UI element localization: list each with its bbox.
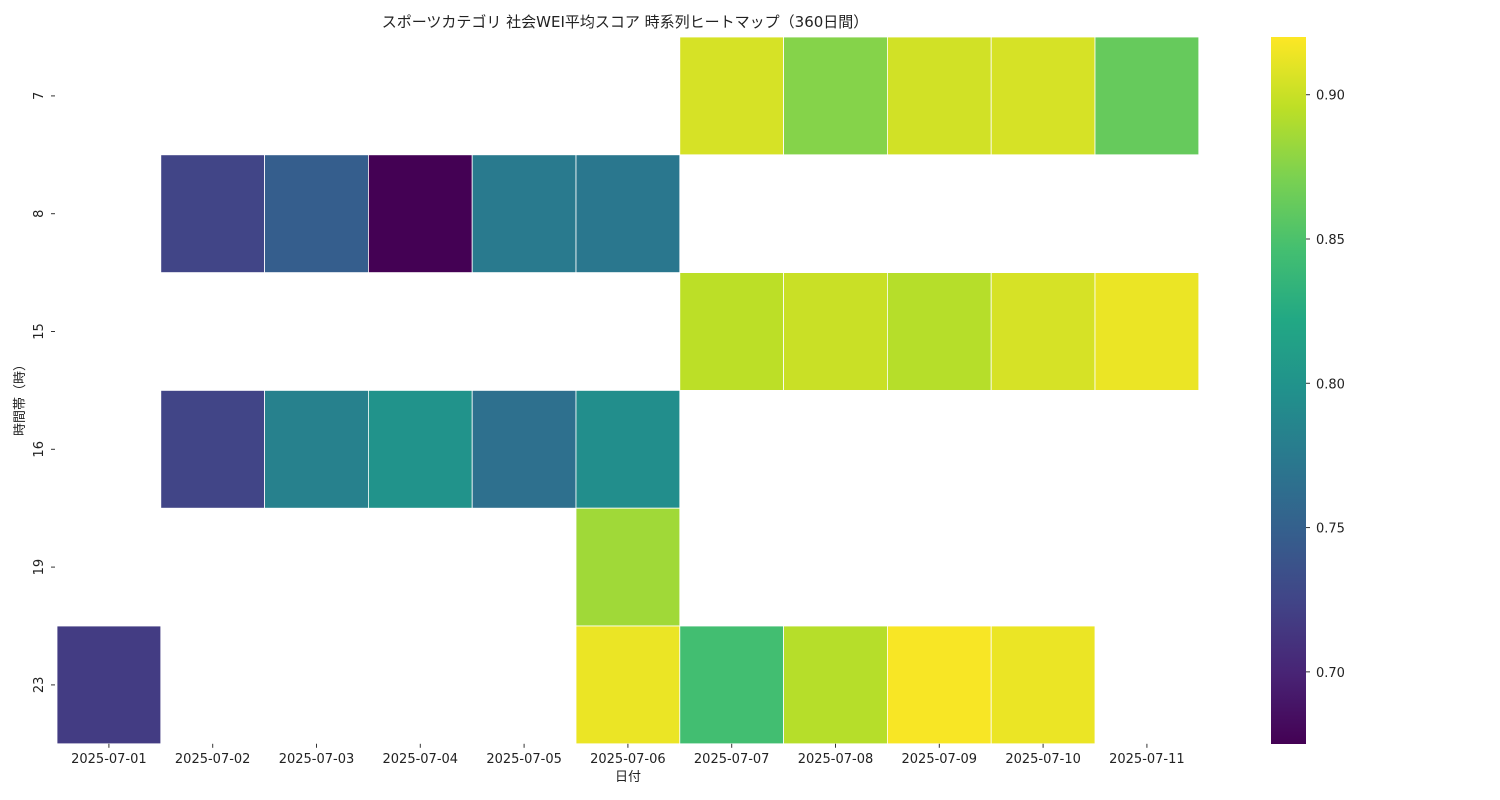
x-tick-label: 2025-07-02 (175, 752, 251, 767)
heatmap-cell (679, 625, 784, 745)
colorbar (1271, 37, 1306, 744)
x-tick-label: 2025-07-10 (1005, 752, 1081, 767)
chart-title: スポーツカテゴリ 社会WEI平均スコア 時系列ヒートマップ（360日間） (382, 13, 869, 31)
x-axis-label: 日付 (615, 770, 641, 785)
heatmap-cell (887, 36, 992, 156)
x-axis-ticks: 2025-07-01 2025-07-02 2025-07-03 2025-07-04… (71, 743, 1185, 767)
colorbar-ticks: 0.70 0.75 0.80 0.85 0.90 (1306, 89, 1345, 681)
heatmap-cell (575, 154, 681, 274)
y-axis-ticks: 7 8 15 16 19 23 (32, 92, 55, 693)
heatmap-cell (990, 272, 1096, 391)
colorbar-tick-label: 0.80 (1316, 377, 1345, 392)
x-tick-label: 2025-07-06 (590, 752, 666, 767)
heatmap-cells (56, 36, 1200, 745)
y-tick-label: 23 (32, 677, 47, 694)
x-tick-label: 2025-07-11 (1109, 752, 1185, 767)
colorbar-tick-label: 0.70 (1316, 666, 1345, 681)
x-tick-label: 2025-07-01 (71, 752, 147, 767)
x-tick-label: 2025-07-07 (694, 752, 770, 767)
x-tick-label: 2025-07-09 (902, 752, 978, 767)
heatmap-cell (783, 625, 888, 745)
y-tick-label: 7 (32, 92, 47, 100)
heatmap-cell (1094, 36, 1200, 156)
y-tick-label: 15 (32, 323, 47, 340)
colorbar-tick-label: 0.75 (1316, 522, 1345, 537)
heatmap-cell (264, 389, 369, 509)
heatmap-cell (990, 36, 1096, 156)
y-axis-label: 時間帯（時） (13, 358, 28, 436)
heatmap-cell (575, 625, 681, 745)
heatmap-cell (367, 389, 473, 509)
heatmap-cell (575, 389, 681, 509)
heatmap-cell (471, 389, 577, 509)
heatmap-cell (887, 625, 992, 745)
heatmap-cell (160, 154, 266, 274)
heatmap-cell (1094, 272, 1200, 391)
y-tick-label: 8 (32, 210, 47, 218)
heatmap-cell (679, 36, 784, 156)
x-tick-label: 2025-07-08 (798, 752, 874, 767)
heatmap-cell (575, 507, 681, 627)
heatmap-cell (783, 272, 888, 391)
heatmap-cell (887, 272, 992, 391)
heatmap-cell (56, 625, 162, 745)
colorbar-tick-label: 0.85 (1316, 233, 1345, 248)
heatmap-cell (990, 625, 1096, 745)
y-tick-label: 16 (32, 441, 47, 458)
heatmap-cell (679, 272, 784, 391)
x-tick-label: 2025-07-03 (279, 752, 355, 767)
y-tick-label: 19 (32, 559, 47, 576)
heatmap-cell (264, 154, 369, 274)
x-tick-label: 2025-07-04 (383, 752, 459, 767)
colorbar-tick-label: 0.90 (1316, 89, 1345, 104)
heatmap-cell (367, 154, 473, 274)
heatmap-cell (471, 154, 577, 274)
heatmap-cell (783, 36, 888, 156)
x-tick-label: 2025-07-05 (486, 752, 562, 767)
heatmap-cell (160, 389, 266, 509)
